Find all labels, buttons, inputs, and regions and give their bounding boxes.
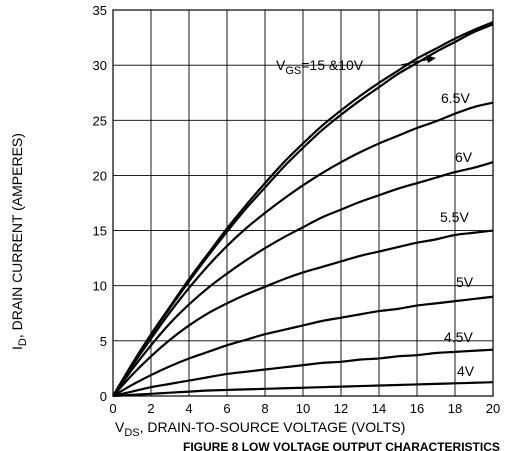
label-5-5v: 5.5V	[440, 209, 469, 225]
x-tick-labels: 0 2 4 6 8 10 12 14 16 18 20	[109, 401, 500, 416]
plot-frame	[112, 9, 494, 397]
label-6-5v: 6.5V	[441, 90, 470, 106]
y-tick-25: 25	[93, 113, 107, 128]
x-tick-14: 14	[372, 401, 386, 416]
x-tick-2: 2	[147, 401, 154, 416]
x-tick-18: 18	[448, 401, 462, 416]
curve-labels: VGS=15 &10V 6.5V 6V 5.5V 5V 4.5V 4V	[276, 55, 475, 379]
x-tick-0: 0	[109, 401, 116, 416]
curves	[112, 21, 494, 398]
y-tick-30: 30	[93, 58, 107, 73]
series-line-4	[112, 229, 494, 397]
y-tick-5: 5	[100, 334, 107, 349]
label-6v: 6V	[455, 149, 473, 165]
label-5v: 5V	[456, 274, 474, 290]
series-line-7	[112, 381, 494, 398]
y-tick-20: 20	[93, 168, 107, 183]
series-line-1	[112, 23, 494, 397]
x-axis-label: VDS, DRAIN-TO-SOURCE VOLTAGE (VOLTS)	[115, 419, 405, 439]
x-tick-8: 8	[261, 401, 268, 416]
x-tick-16: 16	[410, 401, 424, 416]
y-tick-labels: 0 5 10 15 20 25 30 35	[93, 3, 107, 404]
y-tick-15: 15	[93, 224, 107, 239]
vgs-top-leader	[400, 58, 431, 66]
x-tick-4: 4	[185, 401, 192, 416]
label-4-5v: 4.5V	[444, 329, 473, 345]
series-line-5	[112, 295, 494, 397]
vgs-top-label: VGS=15 &10V	[276, 57, 364, 77]
x-tick-10: 10	[296, 401, 310, 416]
x-tick-20: 20	[486, 401, 500, 416]
y-tick-10: 10	[93, 279, 107, 294]
series-line-6	[112, 348, 494, 398]
figure-caption: FIGURE 8 LOW VOLTAGE OUTPUT CHARACTERIST…	[183, 440, 500, 451]
label-4v: 4V	[457, 363, 475, 379]
y-tick-35: 35	[93, 3, 107, 18]
y-tick-0: 0	[100, 389, 107, 404]
series-line-2	[112, 101, 494, 397]
x-tick-6: 6	[223, 401, 230, 416]
series-line-3	[112, 161, 494, 397]
vgs-top-arrowhead	[426, 55, 436, 63]
x-tick-12: 12	[334, 401, 348, 416]
y-axis-label: ID, DRAIN CURRENT (AMPERES)	[9, 133, 29, 350]
